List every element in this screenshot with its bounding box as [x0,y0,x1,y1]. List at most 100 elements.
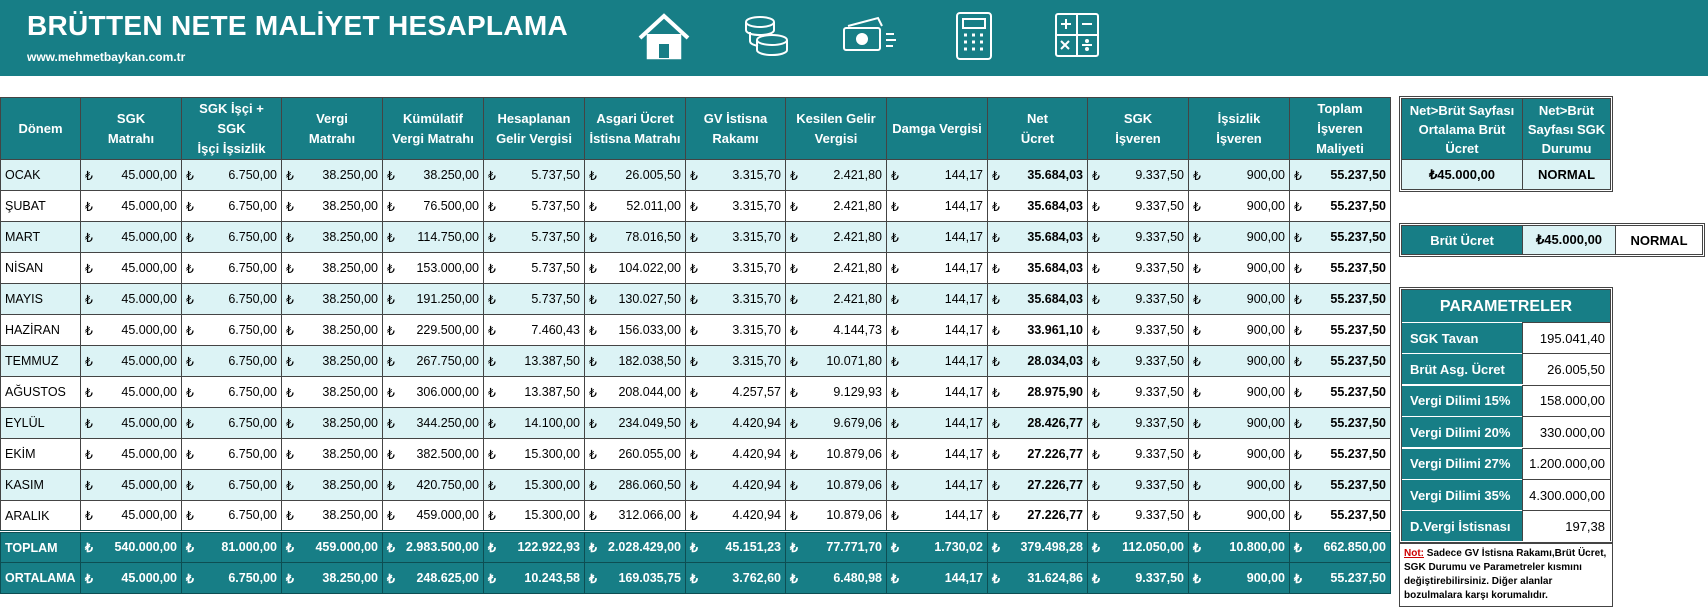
parameter-value[interactable]: 158.000,00 [1522,384,1610,416]
cell-value: 9.337,50 [1135,198,1184,213]
cell-content: ₺ 900,00 [1193,261,1285,276]
cell-value: 15.300,00 [524,446,580,461]
currency-symbol: ₺ [1193,447,1201,462]
cell-content: ₺ 260.055,00 [589,447,681,462]
table-cell: ₺ 156.033,00 [584,314,686,346]
cell-value: 5.737,50 [531,260,580,275]
cell-content: ₺ 229.500,00 [387,323,479,338]
cell-content: ₺ 540.000,00 [85,540,177,555]
currency-symbol: ₺ [891,168,899,183]
table-cell: ₺ 9.337,50 [1087,438,1189,470]
cell-value: 27.226,77 [1027,446,1083,461]
summary-header: Net>Brüt Sayfası Ortalama Brüt Ücret [1402,99,1522,159]
currency-symbol: ₺ [387,323,395,338]
table-cell: ₺ 144,17 [886,314,988,346]
cell-value: 6.750,00 [228,291,277,306]
parameter-value[interactable]: 26.005,50 [1522,353,1610,385]
cell-content: ₺ 144,17 [891,323,983,338]
cell-content: ₺ 5.737,50 [488,168,580,183]
cell-content: ₺ 45.000,00 [85,447,177,462]
coins-icon[interactable] [745,16,788,57]
currency-symbol: ₺ [488,571,496,586]
currency-symbol: ₺ [891,354,899,369]
currency-symbol: ₺ [286,541,294,555]
currency-symbol: ₺ [589,292,597,307]
cell-content: ₺ 9.337,50 [1092,571,1184,586]
cell-content: ₺ 9.337,50 [1092,261,1184,276]
table-row: HAZİRAN ₺ 45.000,00 ₺ 6.750,00 ₺ 38.250,00 ₺ 229… [0,314,1391,346]
cell-content: ₺ 26.005,50 [589,168,681,183]
row-label: KASIM [0,469,81,501]
table-cell: ₺ 38.250,00 [281,438,383,470]
cell-content: ₺ 55.237,50 [1294,168,1386,183]
currency-symbol: ₺ [790,323,798,338]
calculator-icon[interactable] [956,12,992,60]
cell-value: 4.420,94 [732,446,781,461]
note-text: Sadece GV İstisna Rakamı,Brüt Ücret, SGK… [1404,548,1607,601]
home-icon[interactable] [638,13,690,60]
cell-value: 45.000,00 [121,353,177,368]
currency-symbol: ₺ [589,571,597,586]
table-cell: ₺ 77.771,70 [785,530,887,563]
table-cell: ₺ 45.000,00 [80,159,182,191]
gross-label: Brüt Ücret [1402,226,1522,254]
cell-value: 33.961,10 [1027,322,1083,337]
cell-value: 45.000,00 [121,260,177,275]
cell-content: ₺ 459.000,00 [387,508,479,523]
cell-content: ₺ 55.237,50 [1294,447,1386,462]
cell-value: 3.315,70 [732,353,781,368]
site-url[interactable]: www.mehmetbaykan.com.tr [27,50,186,64]
table-row: MART ₺ 45.000,00 ₺ 6.750,00 ₺ 38.250,00 ₺ 114.75… [0,221,1391,253]
parameter-value[interactable]: 4.300.000,00 [1522,479,1610,510]
currency-symbol: ₺ [589,230,597,245]
cell-value: 77.771,70 [826,540,882,554]
cell-content: ₺ 191.250,00 [387,292,479,307]
table-cell: ₺ 55.237,50 [1289,562,1391,594]
cell-content: ₺ 144,17 [891,508,983,523]
currency-symbol: ₺ [690,354,698,369]
table-cell: ₺ 2.421,80 [785,221,887,253]
cell-content: ₺ 144,17 [891,385,983,400]
currency-symbol: ₺ [589,478,597,493]
cell-content: ₺ 28.426,77 [992,416,1083,431]
currency-symbol: ₺ [186,261,194,276]
currency-symbol: ₺ [891,447,899,462]
cell-value: 900,00 [1246,570,1285,585]
table-cell: ₺ 28.034,03 [987,345,1088,377]
cell-value: 10.243,58 [524,570,580,585]
currency-symbol: ₺ [85,199,93,214]
cell-value: 144,17 [944,322,983,337]
currency-symbol: ₺ [286,292,294,307]
table-cell: ₺ 312.066,00 [584,500,686,532]
table-cell: ₺ 2.028.429,00 [584,530,686,563]
cell-value: 38.250,00 [322,446,378,461]
currency-symbol: ₺ [85,354,93,369]
currency-symbol: ₺ [992,199,1000,214]
cell-content: ₺ 900,00 [1193,199,1285,214]
cell-value: 144,17 [944,353,983,368]
table-cell: ₺ 10.879,06 [785,438,887,470]
cell-content: ₺ 55.237,50 [1294,385,1386,400]
cell-content: ₺ 153.000,00 [387,261,479,276]
cell-content: ₺ 6.750,00 [186,354,277,369]
table-row: OCAK ₺ 45.000,00 ₺ 6.750,00 ₺ 38.250,00 ₺ 38.250… [0,159,1391,191]
math-icon[interactable] [1055,13,1099,57]
column-header: Vergi Matrahı [281,97,383,160]
parameter-value[interactable]: 330.000,00 [1522,416,1610,448]
parameter-value[interactable]: 1.200.000,00 [1522,447,1610,479]
money-icon[interactable] [843,16,896,51]
cell-content: ₺ 55.237,50 [1294,354,1386,369]
cell-value: 114.750,00 [417,229,479,244]
table-cell: ₺ 900,00 [1188,159,1290,191]
cell-value: 5.737,50 [531,229,580,244]
currency-symbol: ₺ [1294,447,1302,462]
cell-value: 9.337,50 [1135,167,1184,182]
currency-symbol: ₺ [992,354,1000,369]
parameter-value[interactable]: 195.041,40 [1522,322,1610,353]
cell-value: 38.250,00 [423,167,479,182]
table-cell: ₺ 28.975,90 [987,376,1088,408]
column-header: Kümülatif Vergi Matrahı [382,97,484,160]
parameter-value[interactable]: 197,38 [1522,510,1610,542]
cell-content: ₺ 9.679,06 [790,416,882,431]
table-cell: ₺ 3.315,70 [685,159,786,191]
